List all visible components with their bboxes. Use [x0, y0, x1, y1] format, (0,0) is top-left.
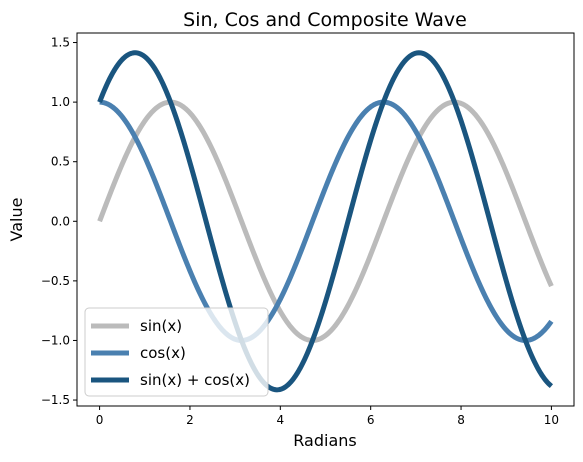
y-axis: −1.5 −1.0 −0.5 0.0 0.5 1.0 1.5	[41, 36, 77, 407]
x-axis: 0 2 4 6 8 10	[96, 406, 559, 427]
x-tick-label: 2	[186, 413, 194, 427]
series-line-2	[97, 50, 554, 393]
y-tick-label: −0.5	[41, 274, 70, 288]
x-tick-label: 6	[367, 413, 375, 427]
x-tick-label: 8	[457, 413, 465, 427]
series-line-0	[97, 99, 554, 343]
legend: sin(x) cos(x) sin(x) + cos(x)	[84, 307, 269, 397]
legend-label-2: sin(x) + cos(x)	[140, 371, 250, 389]
y-tick-label: −1.5	[41, 393, 70, 407]
y-axis-label: Value	[7, 198, 26, 242]
legend-box	[84, 307, 269, 397]
x-tick-label: 10	[544, 413, 559, 427]
legend-label-0: sin(x)	[140, 317, 182, 335]
x-axis-label: Radians	[293, 431, 356, 450]
plot-frame	[76, 32, 575, 407]
y-tick-label: 1.0	[51, 95, 70, 109]
series-line-1	[98, 99, 554, 343]
y-tick-label: 0.5	[51, 155, 70, 169]
x-tick-label: 0	[96, 413, 104, 427]
y-tick-label: 1.5	[51, 36, 70, 50]
y-tick-label: −1.0	[41, 333, 70, 347]
y-tick-label: 0.0	[51, 214, 70, 228]
x-tick-label: 4	[276, 413, 284, 427]
series-layer	[97, 50, 554, 393]
legend-label-1: cos(x)	[140, 344, 186, 362]
chart-title: Sin, Cos and Composite Wave	[183, 9, 467, 31]
